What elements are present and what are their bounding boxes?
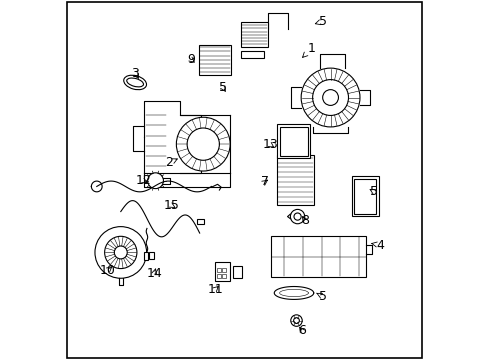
Bar bbox=[353, 179, 376, 214]
Text: 8: 8 bbox=[300, 214, 308, 227]
Text: 3: 3 bbox=[131, 67, 139, 80]
Bar bbox=[222, 268, 226, 272]
Text: 13: 13 bbox=[262, 138, 278, 151]
Bar bbox=[271, 235, 366, 277]
Bar bbox=[217, 274, 221, 278]
Circle shape bbox=[312, 80, 348, 116]
Bar bbox=[144, 252, 148, 260]
Text: 11: 11 bbox=[207, 283, 223, 296]
Bar bbox=[149, 252, 153, 259]
Circle shape bbox=[147, 173, 163, 189]
Circle shape bbox=[104, 236, 137, 269]
Circle shape bbox=[293, 318, 299, 323]
Bar bbox=[197, 219, 203, 224]
Text: 14: 14 bbox=[146, 267, 162, 280]
Bar bbox=[277, 125, 310, 158]
Ellipse shape bbox=[126, 78, 143, 87]
Bar bbox=[279, 127, 307, 156]
Text: 7: 7 bbox=[261, 175, 269, 188]
Bar bbox=[215, 262, 230, 281]
Text: 9: 9 bbox=[187, 53, 195, 66]
Text: 1: 1 bbox=[302, 41, 315, 57]
Circle shape bbox=[290, 210, 304, 224]
Circle shape bbox=[322, 90, 338, 105]
Text: 2: 2 bbox=[165, 156, 177, 169]
Ellipse shape bbox=[123, 75, 146, 90]
Bar bbox=[276, 155, 314, 205]
Bar bbox=[217, 268, 221, 272]
Text: 10: 10 bbox=[100, 264, 115, 277]
Text: 4: 4 bbox=[370, 239, 384, 252]
Circle shape bbox=[293, 213, 301, 220]
Circle shape bbox=[176, 117, 230, 171]
Text: 12: 12 bbox=[135, 174, 151, 187]
Bar bbox=[241, 22, 267, 47]
Circle shape bbox=[187, 128, 219, 160]
Text: 5: 5 bbox=[219, 81, 226, 94]
Bar bbox=[222, 274, 226, 278]
Text: 5: 5 bbox=[316, 290, 327, 303]
Text: 5: 5 bbox=[369, 185, 377, 198]
Circle shape bbox=[290, 315, 302, 326]
Bar bbox=[241, 51, 264, 58]
Circle shape bbox=[114, 246, 127, 259]
Text: 15: 15 bbox=[164, 199, 180, 212]
Text: 5: 5 bbox=[315, 15, 326, 28]
Bar bbox=[233, 266, 242, 278]
Circle shape bbox=[95, 226, 146, 278]
Bar bbox=[198, 45, 230, 75]
Text: 6: 6 bbox=[297, 324, 305, 337]
Circle shape bbox=[301, 68, 359, 127]
Bar bbox=[351, 176, 378, 216]
